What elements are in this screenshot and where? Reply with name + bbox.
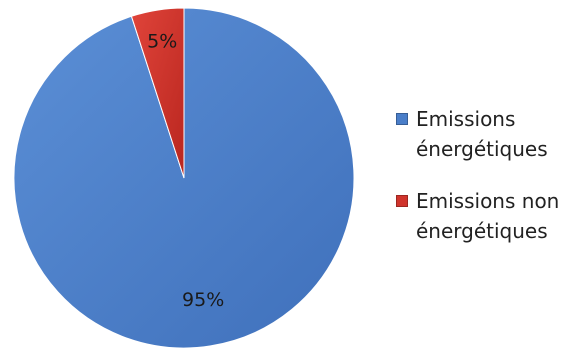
legend-label-non-energetic: Emissions non énergétiques [416,189,560,243]
data-label-energetic: 95% [182,289,224,311]
slice-non-energetic [130,7,185,179]
legend-item-non-energetic: Emissions non énergétiques [396,186,586,246]
legend-label-energetic: Emissions énergétiques [416,107,548,161]
legend-item-energetic: Emissions énergétiques [396,104,586,164]
data-label-non-energetic: 5% [147,30,177,52]
slice-energetic [13,7,355,349]
legend-swatch-energetic [396,113,408,125]
legend-swatch-non-energetic [396,195,408,207]
legend: Emissions énergétiques Emissions non éne… [396,104,586,268]
